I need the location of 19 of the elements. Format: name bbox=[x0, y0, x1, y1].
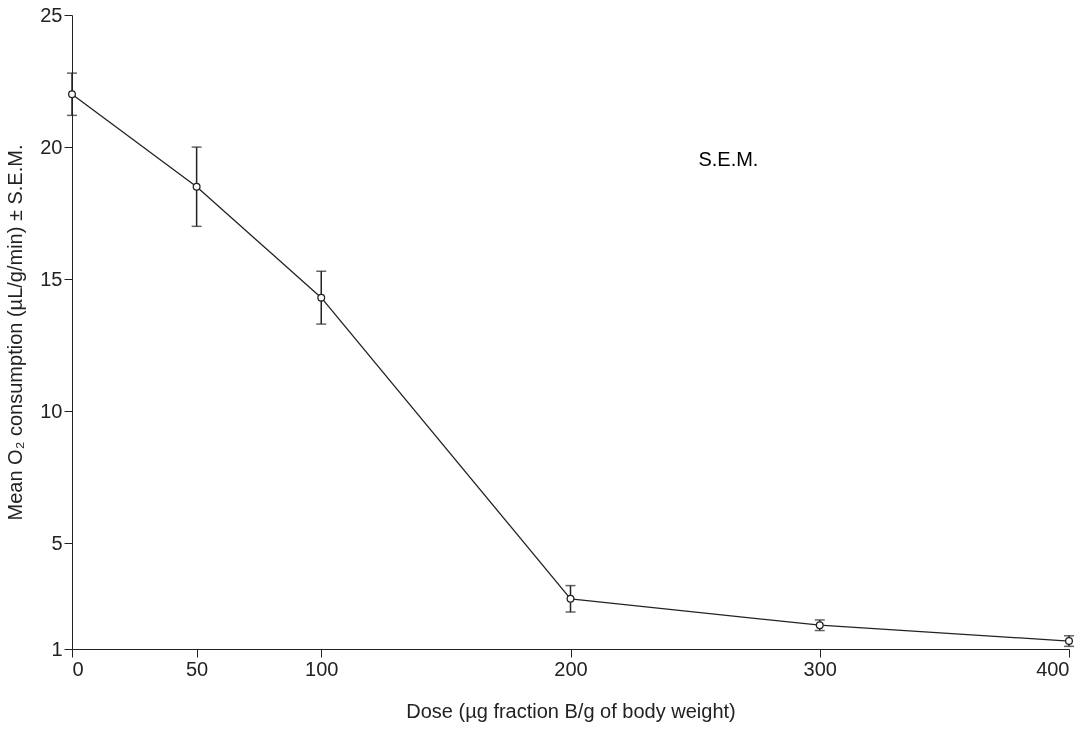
x-tick-label: 0 bbox=[72, 657, 84, 680]
y-tick-label: 15 bbox=[40, 267, 63, 290]
x-tick-label: 400 bbox=[1036, 657, 1070, 680]
y-tick-label: 1 bbox=[51, 637, 63, 660]
annotation: S.E.M. bbox=[698, 148, 759, 171]
y-tick-label: 5 bbox=[51, 531, 63, 554]
point bbox=[566, 594, 575, 603]
point bbox=[68, 90, 76, 99]
x-tick-label: 100 bbox=[305, 657, 339, 680]
y-tick-label: 25 bbox=[40, 3, 63, 26]
x-tick-label: 300 bbox=[803, 657, 837, 680]
y-tick-label: 20 bbox=[40, 135, 63, 158]
point bbox=[192, 182, 201, 191]
point bbox=[317, 293, 326, 302]
y-tick-label: 10 bbox=[40, 399, 63, 422]
y-axis-title: Mean O₂ consumption (µL/g/min) ± S.E.M. bbox=[4, 144, 27, 521]
x-axis-title: Dose (µg fraction B/g of body weight) bbox=[406, 699, 736, 722]
x-tick-label: 50 bbox=[186, 657, 209, 680]
x-tick-label: 200 bbox=[554, 657, 588, 680]
